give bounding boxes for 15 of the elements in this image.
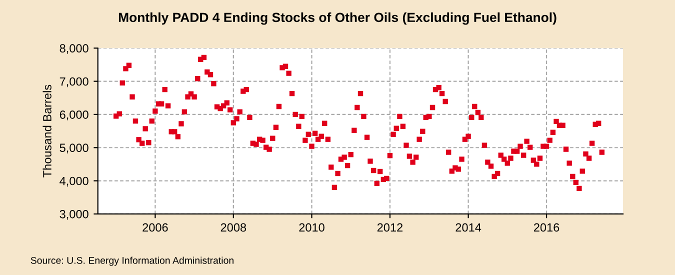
x-tick-label: 2006 bbox=[142, 223, 168, 232]
y-axis-title: Thousand Barrels bbox=[42, 84, 52, 178]
x-tick-label: 2012 bbox=[377, 223, 403, 232]
x-tick-label: 2010 bbox=[299, 223, 324, 232]
x-tick-label: 2014 bbox=[456, 223, 482, 232]
chart-title: Monthly PADD 4 Ending Stocks of Other Oils (Excluding Fuel Ethanol) bbox=[118, 12, 556, 25]
y-tick-label: 6,000 bbox=[60, 110, 88, 120]
y-tick-label: 4,000 bbox=[60, 176, 88, 187]
source-note: Source: U.S. Energy Information Administration bbox=[30, 256, 234, 266]
y-tick-label: 3,000 bbox=[60, 210, 88, 220]
x-tick-label: 2016 bbox=[534, 223, 560, 232]
y-tick-label: 8,000 bbox=[60, 44, 88, 54]
x-tick-label: 2008 bbox=[220, 223, 246, 232]
y-tick-label: 7,000 bbox=[60, 77, 88, 88]
y-tick-label: 5,000 bbox=[60, 144, 88, 154]
